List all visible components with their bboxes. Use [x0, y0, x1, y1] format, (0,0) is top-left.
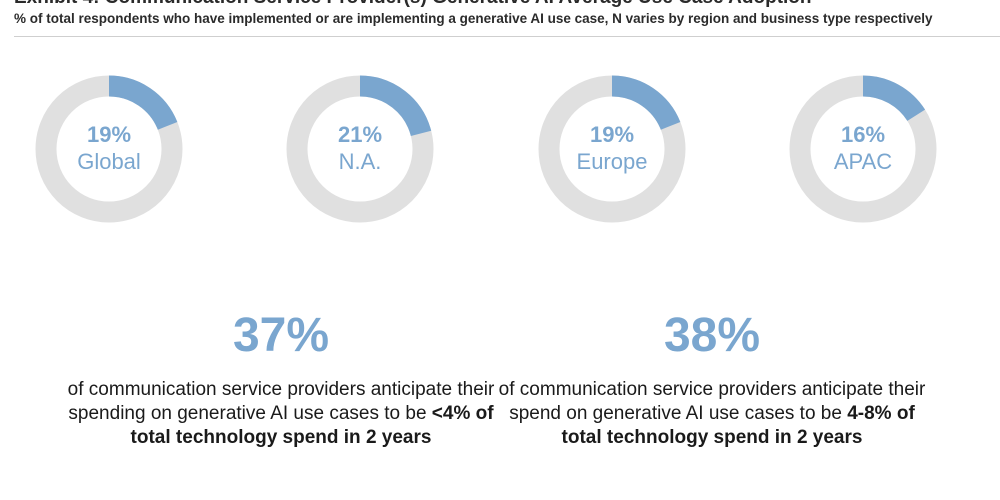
title-divider: [14, 36, 1000, 37]
stat-1-text: of communication service providers antic…: [67, 379, 495, 424]
donut-apac: 16% APAC: [789, 75, 937, 223]
donut-apac-label: 16% APAC: [789, 75, 937, 223]
donut-apac-region: APAC: [833, 149, 893, 174]
donut-na-arc: [286, 75, 434, 223]
stat-block-2: 38% of communication service providers a…: [492, 308, 932, 450]
stat-2-bold-text: 4-8% of total technology spend in 2 year…: [561, 403, 915, 448]
donut-na-value: 21%: [337, 122, 383, 147]
stat-1-bold-text: <4% of total technology spend in 2 years: [130, 403, 494, 448]
donut-global: 19% Global: [35, 75, 183, 223]
chart-subtitle: % of total respondents who have implemen…: [14, 11, 933, 26]
stat-block-1: 37% of communication service providers a…: [61, 308, 501, 450]
chart-title: Exhibit 4: Communication Service Provide…: [14, 0, 812, 9]
donut-apac-value: 16%: [840, 122, 886, 147]
donut-europe-arc: [538, 75, 686, 223]
stat-2-text: of communication service providers antic…: [498, 379, 926, 424]
donut-europe: 19% Europe: [538, 75, 686, 223]
stat-1-description: of communication service providers antic…: [61, 378, 501, 450]
stat-2-value: 38%: [663, 309, 761, 362]
donut-global-region: Global: [77, 149, 141, 174]
stat-2-description: of communication service providers antic…: [492, 378, 932, 450]
donut-na: 21% N.A.: [286, 75, 434, 223]
donut-europe-region: Europe: [576, 149, 648, 174]
donut-apac-svg: [789, 75, 937, 223]
donut-global-svg: [35, 75, 183, 223]
donut-global-label: 19% Global: [35, 75, 183, 223]
donut-apac-arc: [789, 75, 937, 223]
donut-global-value: 19%: [86, 122, 132, 147]
donut-na-svg: [286, 75, 434, 223]
donut-europe-value: 19%: [589, 122, 635, 147]
stat-1-value: 37%: [232, 309, 330, 362]
donut-na-label: 21% N.A.: [286, 75, 434, 223]
donut-europe-label: 19% Europe: [538, 75, 686, 223]
donut-europe-svg: [538, 75, 686, 223]
donut-global-arc: [35, 75, 183, 223]
donut-na-region: N.A.: [338, 149, 382, 174]
